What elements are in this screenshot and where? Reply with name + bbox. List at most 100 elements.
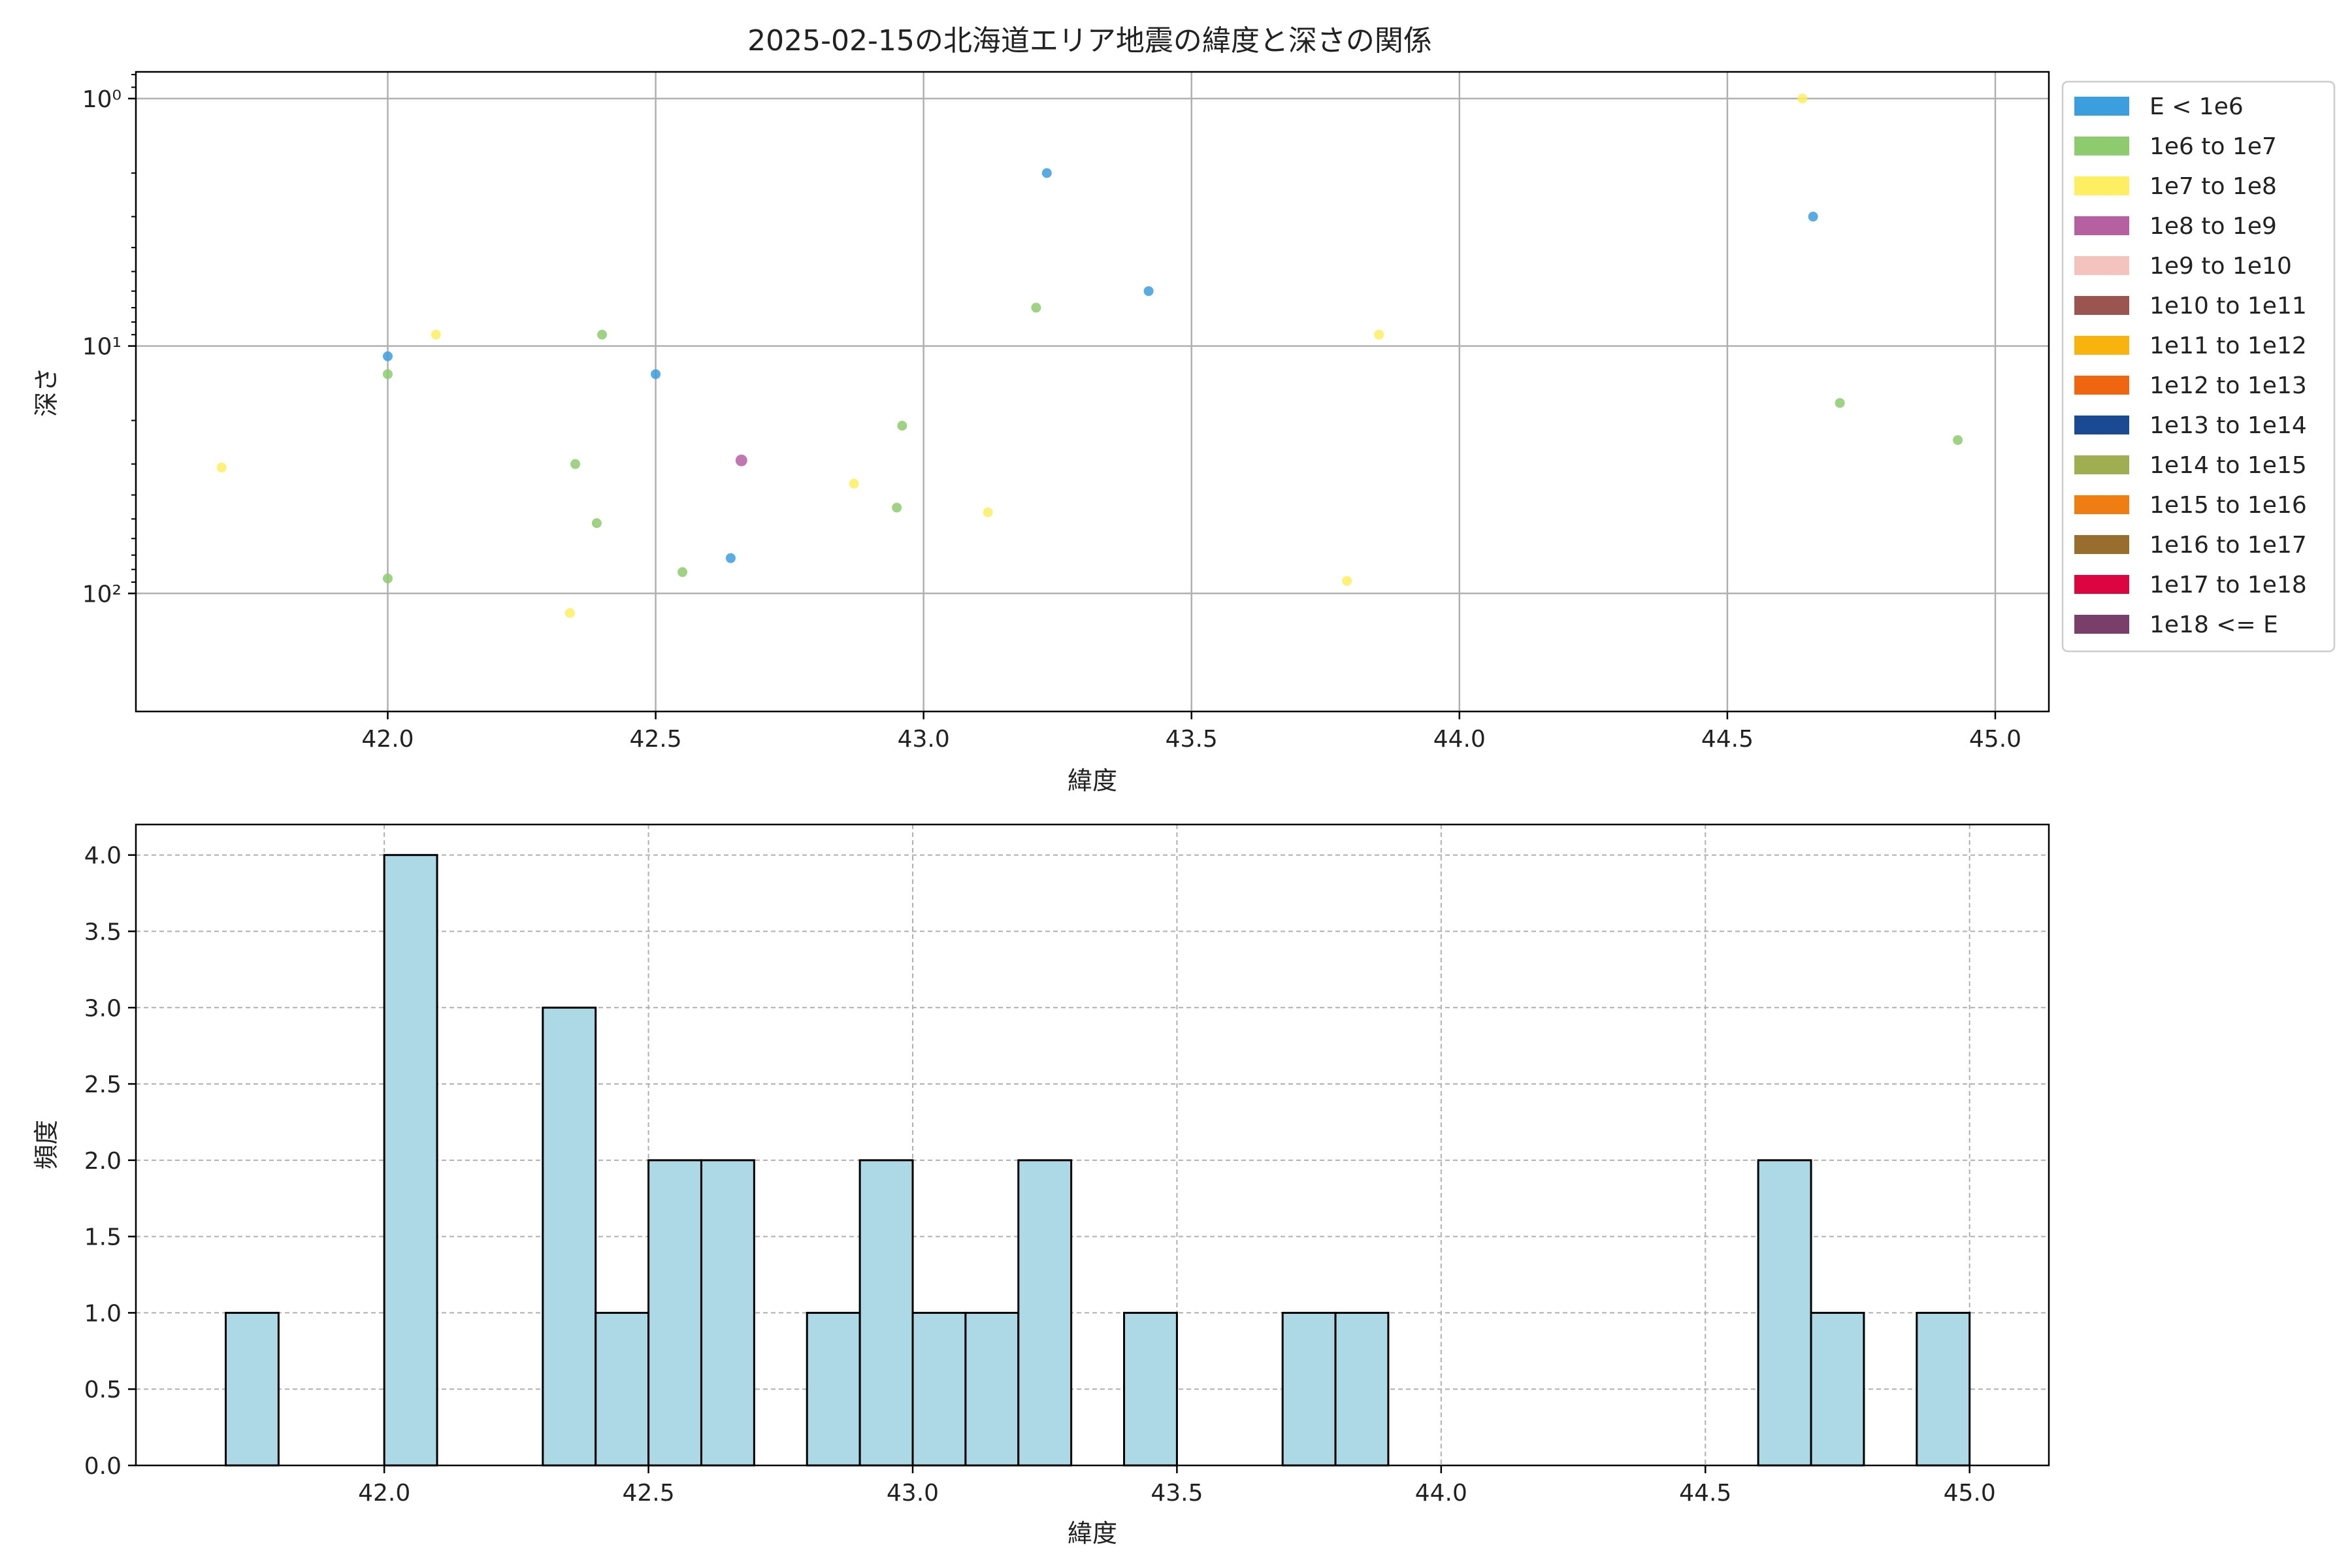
histogram-y-tick-label: 0.0 — [84, 1453, 122, 1480]
scatter-point — [1143, 286, 1154, 297]
legend-label: 1e16 to 1e17 — [2149, 532, 2307, 559]
histogram-y-tick-label: 3.5 — [84, 919, 122, 946]
scatter-x-tick-label: 42.5 — [629, 726, 681, 753]
histogram-x-tick-label: 42.0 — [358, 1480, 410, 1507]
legend-swatch — [2074, 256, 2129, 275]
legend-swatch — [2074, 615, 2129, 634]
scatter-point — [382, 351, 393, 361]
scatter-point — [564, 608, 575, 618]
scatter-points — [216, 93, 1963, 618]
histogram-x-tick-label: 43.5 — [1151, 1480, 1203, 1507]
scatter-point — [849, 478, 859, 489]
chart-title: 2025-02-15の北海道エリア地震の緯度と深さの関係 — [747, 24, 1432, 57]
histogram-y-tick-label: 3.0 — [84, 995, 122, 1022]
scatter-point — [1342, 576, 1352, 586]
scatter-x-ticks: 42.0 42.5 43.0 43.5 44.0 44.5 45.0 — [361, 711, 2021, 753]
legend-swatch — [2074, 376, 2129, 395]
scatter-point — [1835, 398, 1845, 408]
legend-items: E < 1e6 1e6 to 1e7 1e7 to 1e8 1e8 to 1e9 1e9… — [2074, 93, 2307, 638]
scatter-plot-frame — [135, 71, 2050, 713]
scatter-y-tick-label: 10² — [82, 581, 122, 608]
legend-label: 1e11 to 1e12 — [2149, 333, 2307, 359]
scatter-point — [216, 463, 227, 473]
histogram-bar — [964, 1311, 1020, 1467]
histogram-x-tick-label: 44.0 — [1415, 1480, 1467, 1507]
scatter-point — [892, 502, 902, 513]
legend-swatch — [2074, 137, 2129, 155]
scatter-point — [382, 369, 393, 380]
histogram-x-tick-label: 43.0 — [887, 1480, 939, 1507]
histogram-bar — [806, 1311, 861, 1467]
scatter-x-tick-label: 43.5 — [1166, 726, 1218, 753]
legend-swatch — [2074, 336, 2129, 355]
histogram-y-tick-label: 0.5 — [84, 1377, 122, 1403]
scatter-x-tick-label: 44.5 — [1701, 726, 1754, 753]
scatter-point — [1041, 168, 1052, 178]
scatter-x-tick-label: 44.0 — [1433, 726, 1486, 753]
histogram-x-ticks: 42.0 42.5 43.0 43.5 44.0 44.5 45.0 — [358, 1465, 1996, 1507]
legend-swatch — [2074, 216, 2129, 235]
legend-label: 1e13 to 1e14 — [2149, 412, 2307, 439]
histogram-bar — [383, 854, 438, 1467]
legend-label: 1e17 to 1e18 — [2149, 572, 2307, 598]
legend-swatch — [2074, 575, 2129, 594]
scatter-point — [382, 573, 393, 583]
scatter-point — [1797, 93, 1808, 104]
histogram-y-tick-label: 1.5 — [84, 1224, 122, 1251]
scatter-point — [651, 369, 661, 380]
histogram-y-ticks: 0.0 0.5 1.0 1.5 2.0 2.5 3.0 3.5 4.0 — [84, 843, 136, 1480]
histogram-bar — [1757, 1159, 1812, 1467]
legend-label: 1e14 to 1e15 — [2149, 452, 2307, 479]
scatter-y-tick-label: 10⁰ — [82, 86, 122, 113]
legend-label: 1e7 to 1e8 — [2149, 173, 2277, 200]
histogram-x-tick-label: 42.5 — [622, 1480, 674, 1507]
scatter-point — [1808, 212, 1818, 222]
scatter-point — [678, 567, 688, 578]
histogram-y-tick-label: 4.0 — [84, 843, 122, 870]
histogram-x-tick-label: 45.0 — [1944, 1480, 1996, 1507]
histogram-bars — [225, 854, 1971, 1467]
legend-swatch — [2074, 176, 2129, 195]
histogram-bar — [911, 1311, 967, 1467]
scatter-x-axis-label: 緯度 — [1068, 766, 1117, 795]
scatter-y-tick-label: 10¹ — [82, 334, 122, 361]
legend-swatch — [2074, 455, 2129, 474]
scatter-point — [725, 553, 736, 563]
scatter-y-axis-label: 深さ — [32, 367, 61, 417]
legend-swatch — [2074, 416, 2129, 434]
scatter-point — [897, 421, 907, 431]
legend: E < 1e6 1e6 to 1e7 1e7 to 1e8 1e8 to 1e9 1e9… — [2061, 80, 2336, 653]
legend-label: 1e18 <= E — [2149, 612, 2278, 638]
scatter-x-tick-label: 45.0 — [1969, 726, 2021, 753]
legend-label: 1e8 to 1e9 — [2149, 213, 2277, 240]
legend-label: 1e6 to 1e7 — [2149, 133, 2277, 160]
scatter-point — [1953, 435, 1963, 446]
histogram-y-tick-label: 1.0 — [84, 1300, 122, 1327]
legend-swatch — [2074, 97, 2129, 116]
scatter-point — [597, 329, 608, 340]
legend-swatch — [2074, 535, 2129, 554]
legend-label: 1e12 to 1e13 — [2149, 372, 2307, 399]
scatter-point — [1374, 329, 1384, 340]
histogram-bar — [225, 1311, 280, 1467]
histogram-y-tick-label: 2.5 — [84, 1071, 122, 1098]
histogram-chart: 42.0 42.5 43.0 43.5 44.0 44.5 45.0 0.0 0.5 1.0 1.… — [32, 823, 2050, 1548]
histogram-bar — [647, 1159, 702, 1467]
legend-label: 1e15 to 1e16 — [2149, 492, 2307, 519]
histogram-bar — [1810, 1311, 1865, 1467]
scatter-point — [431, 329, 441, 340]
histogram-bar — [595, 1311, 650, 1467]
legend-label: E < 1e6 — [2149, 93, 2244, 120]
legend-swatch — [2074, 296, 2129, 315]
histogram-bar — [1123, 1311, 1178, 1467]
histogram-bar — [700, 1159, 755, 1467]
histogram-y-axis-label: 頻度 — [32, 1120, 61, 1169]
histogram-x-tick-label: 44.5 — [1679, 1480, 1731, 1507]
histogram-bar — [858, 1159, 914, 1467]
histogram-bar — [1916, 1311, 1971, 1467]
scatter-point — [735, 454, 747, 466]
histogram-x-axis-label: 緯度 — [1068, 1519, 1117, 1548]
histogram-plot-frame — [135, 823, 2050, 1467]
histogram-bar — [1281, 1311, 1337, 1467]
scatter-point — [591, 518, 602, 529]
